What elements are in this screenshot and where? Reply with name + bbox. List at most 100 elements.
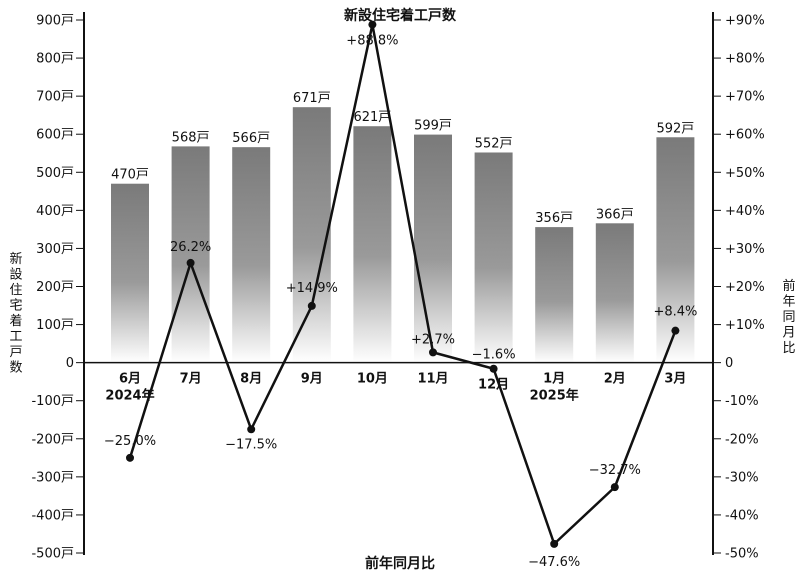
line-point [368, 20, 377, 29]
left-tick-label: 400戸 [36, 204, 74, 219]
right-tick-label: -50% [725, 547, 759, 562]
right-tick-label: +30% [725, 242, 765, 257]
right-tick-label: +80% [725, 52, 765, 67]
bar-value-label: 356戸 [535, 211, 573, 226]
right-tick-label: +90% [725, 14, 765, 29]
bar-value-label: 366戸 [596, 207, 634, 222]
left-tick-label: 600戸 [36, 128, 74, 143]
left-tick-label: 200戸 [36, 280, 74, 295]
axis-titles: 新設住宅着工戸数 前年同月比 [9, 251, 795, 376]
bar-value-label: 566戸 [232, 131, 270, 146]
bottom-label: 前年同月比 [365, 555, 435, 572]
right-tick-label: 0 [725, 356, 733, 371]
line-value-label: −47.6% [528, 555, 580, 570]
right-axis-title-char: 年 [782, 295, 795, 310]
chart-title: 新設住宅着工戸数 [344, 7, 457, 24]
bar-value-label: 592戸 [656, 121, 694, 136]
left-axis-title-char: 数 [9, 361, 22, 376]
right-tick-label: -10% [725, 394, 759, 409]
left-tick-label: 800戸 [36, 52, 74, 67]
left-axis-title-char: 着 [9, 313, 22, 329]
bar [292, 107, 331, 363]
right-tick-label: -20% [725, 432, 759, 447]
axes [83, 12, 714, 555]
line-point [126, 453, 134, 462]
category-label: 9月 [301, 372, 323, 387]
bar [171, 146, 210, 363]
bar [353, 126, 392, 363]
bar [535, 227, 574, 363]
bar-value-label: 568戸 [172, 130, 210, 145]
left-tick-label: -400戸 [31, 508, 74, 523]
category-label: 3月 [664, 372, 686, 387]
right-axis-title-char: 比 [782, 341, 795, 356]
bar [595, 223, 634, 363]
category-label: 6月 [119, 372, 141, 387]
left-tick-label: 900戸 [36, 14, 74, 29]
right-tick-label: -40% [725, 508, 759, 523]
line-point [247, 425, 256, 434]
line-value-label: −25.0% [104, 434, 156, 449]
bar [656, 137, 695, 363]
left-tick-label: -300戸 [31, 470, 74, 485]
line-point [429, 348, 437, 357]
year-label: 2025年 [530, 388, 579, 404]
line-value-label: 26.2% [170, 240, 211, 255]
bar-value-label: 599戸 [414, 119, 452, 134]
category-label: 12月 [478, 378, 509, 393]
category-label: 2月 [604, 372, 626, 387]
left-tick-label: -500戸 [31, 547, 74, 562]
left-tick-label: -200戸 [31, 432, 74, 447]
yoy-line [128, 23, 677, 546]
line-value-label: +88.8% [346, 34, 398, 49]
line-series: −25.0% 26.2% −17.5% +14.9% +88.8% +2.7% −1.6% −… [104, 20, 697, 570]
line-point [307, 301, 316, 310]
bar [232, 147, 271, 363]
right-axis-title-char: 月 [782, 326, 795, 341]
left-axis-title-char: 住 [9, 283, 22, 298]
line-value-label: −32.7% [589, 463, 641, 478]
line-point [671, 326, 680, 335]
line-point [489, 364, 498, 373]
left-tick-label: 300戸 [36, 242, 74, 257]
right-tick-label: +60% [725, 128, 765, 143]
line-point [610, 483, 619, 492]
right-axis-title-char: 前 [782, 278, 795, 294]
right-tick-label: +70% [725, 90, 765, 105]
bar-series: 470戸 568戸 566戸 671戸 621戸 599戸 552戸 356戸 366戸 592戸 [111, 91, 695, 363]
left-tick-label: 100戸 [36, 318, 74, 333]
left-tick-label: 500戸 [36, 166, 74, 181]
right-tick-label: +20% [725, 280, 765, 295]
left-axis: -500戸 -400戸 -300戸 -200戸 -100戸 0 100戸 200戸 300戸 40… [31, 14, 84, 562]
bar [474, 152, 513, 363]
line-value-label: −1.6% [472, 348, 516, 363]
line-value-label: +2.7% [411, 332, 455, 347]
left-axis-title-char: 新 [9, 251, 22, 267]
right-tick-label: -30% [725, 470, 759, 485]
line-point [550, 539, 559, 548]
bar-value-label: 470戸 [111, 168, 149, 183]
line-point [186, 258, 195, 267]
left-axis-title-char: 工 [9, 330, 22, 345]
category-label: 10月 [357, 372, 388, 387]
category-label: 8月 [240, 372, 262, 387]
bar [111, 183, 149, 363]
left-axis-title-char: 戸 [9, 345, 22, 360]
right-axis: -50% -40% -30% -20% -10% 0 +10% +20% +30% +40% +50… [713, 14, 765, 562]
line-value-label: +8.4% [653, 305, 697, 320]
category-label: 7月 [180, 372, 202, 387]
left-tick-label: -100戸 [31, 394, 74, 409]
line-value-label: +14.9% [286, 281, 338, 296]
category-label: 11月 [417, 372, 448, 387]
bar-value-label: 671戸 [293, 91, 331, 106]
left-axis-title-char: 設 [9, 267, 22, 283]
right-axis-title-char: 同 [782, 310, 795, 325]
right-tick-label: +10% [725, 318, 765, 333]
right-tick-label: +50% [725, 166, 765, 181]
bar-value-label: 552戸 [475, 136, 513, 151]
left-tick-label: 700戸 [36, 90, 74, 105]
category-label: 1月 [543, 372, 565, 387]
left-tick-label: 0 [66, 356, 74, 371]
right-tick-label: +40% [725, 204, 765, 219]
